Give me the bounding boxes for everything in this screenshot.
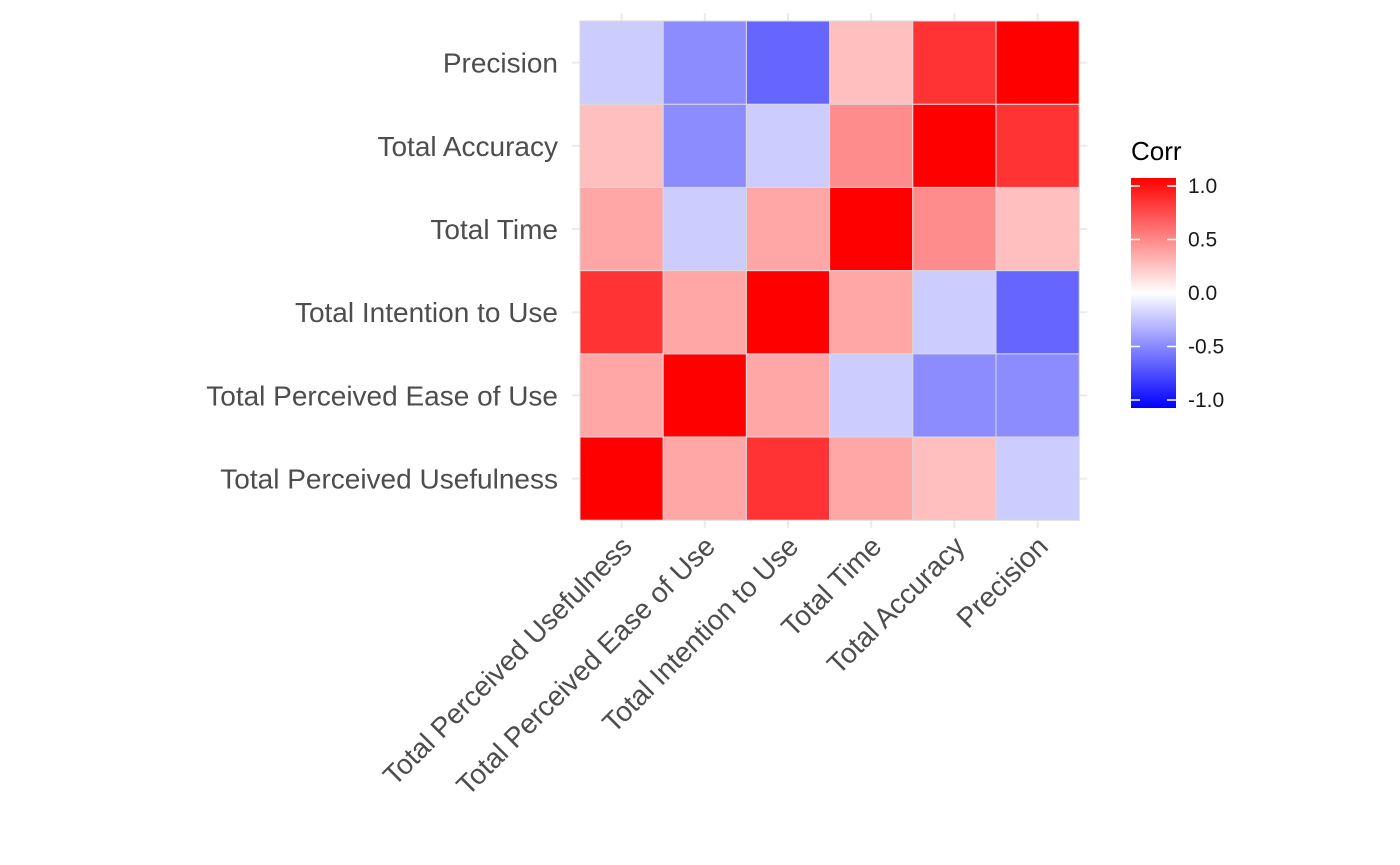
heatmap-tiles	[579, 20, 1080, 521]
y-axis-tick-label: Total Perceived Usefulness	[220, 464, 558, 495]
heatmap-cell	[912, 186, 997, 272]
heatmap-cell	[662, 436, 747, 521]
heatmap-cell	[912, 353, 997, 438]
heatmap-cell	[662, 186, 747, 272]
heatmap-cell	[745, 186, 831, 272]
legend: Corr 1.0 0.5 0.0 -0.5 -1.0	[1131, 136, 1224, 412]
heatmap-cell	[995, 20, 1080, 105]
heatmap-cell	[579, 353, 664, 438]
heatmap-cell	[829, 20, 914, 105]
heatmap-cell	[995, 270, 1080, 355]
heatmap-cell	[745, 270, 831, 355]
y-axis-tick-label: Total Accuracy	[377, 131, 558, 162]
heatmap-cell	[829, 186, 914, 272]
legend-tick-label: 0.0	[1188, 282, 1217, 305]
y-axis-tick-label: Total Perceived Ease of Use	[206, 380, 558, 411]
legend-tick-label: -1.0	[1188, 389, 1224, 412]
heatmap-cell	[579, 103, 664, 188]
x-axis-tick-label: Precision	[950, 531, 1053, 634]
y-axis-tick-label: Total Intention to Use	[295, 297, 558, 328]
legend-title: Corr	[1131, 136, 1182, 166]
heatmap-cell	[912, 103, 997, 188]
legend-ticks: 1.0 0.5 0.0 -0.5 -1.0	[1131, 175, 1224, 412]
heatmap-cell	[912, 270, 997, 355]
heatmap-cell	[745, 103, 831, 188]
heatmap-cell	[662, 20, 747, 105]
heatmap-cell	[662, 270, 747, 355]
heatmap-cell	[745, 353, 831, 438]
legend-tick-label: -0.5	[1188, 336, 1224, 359]
heatmap-cell	[995, 103, 1080, 188]
heatmap-cell	[579, 270, 664, 355]
heatmap-cell	[829, 103, 914, 188]
legend-tick-label: 0.5	[1188, 229, 1217, 252]
heatmap-cell	[829, 270, 914, 355]
heatmap-cell	[995, 186, 1080, 272]
heatmap-cell	[662, 103, 747, 188]
legend-tick-label: 1.0	[1188, 175, 1217, 198]
heatmap-cell	[995, 436, 1080, 521]
heatmap-cell	[662, 353, 747, 438]
heatmap-cell	[579, 436, 664, 521]
heatmap-cell	[745, 20, 831, 105]
heatmap-cell	[579, 186, 664, 272]
heatmap-cell	[579, 20, 664, 105]
heatmap-cell	[912, 436, 997, 521]
heatmap-cell	[745, 436, 831, 521]
y-axis-tick-labels: Total Perceived Usefulness Total Perceive…	[206, 48, 558, 495]
y-axis-tick-label: Precision	[443, 48, 558, 79]
heatmap-cell	[912, 20, 997, 105]
y-axis-tick-label: Total Time	[430, 214, 558, 245]
heatmap-cell	[829, 436, 914, 521]
heatmap-cell	[829, 353, 914, 438]
heatmap-cell	[995, 353, 1080, 438]
